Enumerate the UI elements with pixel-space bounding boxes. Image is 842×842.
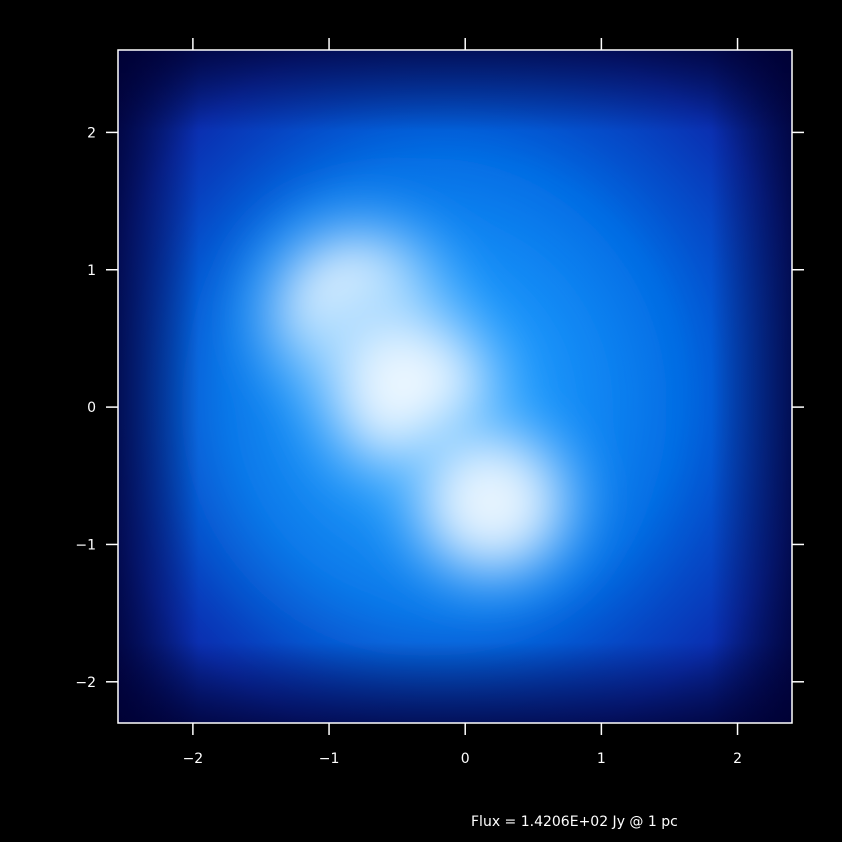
y-tick-label-1: −1 (75, 537, 96, 553)
axis-ticks (106, 38, 804, 735)
y-tick-label-3: 1 (87, 263, 96, 279)
plot-frame (117, 49, 793, 724)
plot-area (118, 50, 792, 723)
x-tick-label-4: 2 (733, 751, 742, 767)
x-tick-label-2: 0 (461, 751, 470, 767)
y-tick-label-2: 0 (87, 400, 96, 416)
y-tick-label-0: −2 (75, 675, 96, 691)
x-tick-label-1: −1 (319, 751, 340, 767)
flux-annotation: Flux = 1.4206E+02 Jy @ 1 pc (471, 814, 678, 830)
edge-fade-vertical (118, 50, 792, 723)
y-tick-label-4: 2 (87, 125, 96, 141)
axis-tick-labels: −2 −1 0 1 2 −2 −1 0 1 2 (75, 125, 742, 767)
x-tick-label-3: 1 (597, 751, 606, 767)
x-tick-label-0: −2 (183, 751, 204, 767)
